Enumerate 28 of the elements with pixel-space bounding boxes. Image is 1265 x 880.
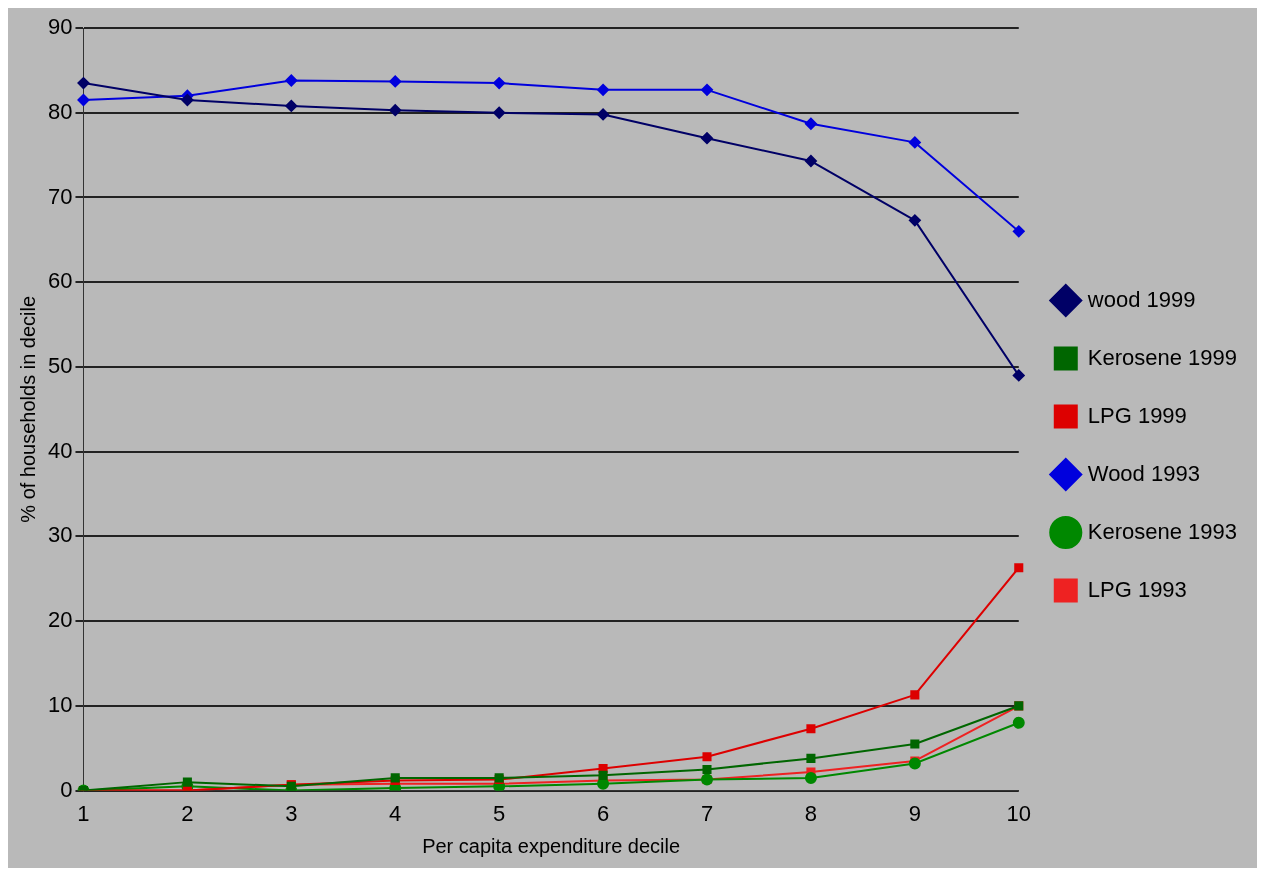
x-tick-label: 5 xyxy=(493,800,506,826)
y-tick-label: 10 xyxy=(47,691,73,717)
y-tick-label: 90 xyxy=(47,14,73,40)
y-tick-label: 70 xyxy=(47,183,73,209)
x-tick-label: 9 xyxy=(908,800,921,826)
x-tick-label: 7 xyxy=(700,800,714,826)
y-tick-label: 40 xyxy=(47,437,73,463)
x-tick-label: 10 xyxy=(1006,800,1032,826)
legend-label: Kerosene 1999 xyxy=(1087,344,1237,370)
y-tick-label: 30 xyxy=(47,522,73,548)
y-tick-label: 60 xyxy=(47,268,73,294)
legend-label: Wood 1993 xyxy=(1087,460,1200,486)
y-tick-label: 0 xyxy=(60,776,73,802)
legend-label: LPG 1993 xyxy=(1087,576,1187,602)
x-tick-label: 8 xyxy=(804,800,818,826)
x-tick-label: 2 xyxy=(181,800,194,826)
x-tick-label: 4 xyxy=(389,800,402,826)
legend-label: LPG 1999 xyxy=(1087,402,1187,428)
x-tick-label: 1 xyxy=(77,800,90,826)
y-axis-title: % of households in decile xyxy=(16,295,39,523)
legend-label: wood 1999 xyxy=(1086,286,1196,312)
y-tick-label: 50 xyxy=(47,353,73,378)
y-tick-label: 20 xyxy=(47,607,73,633)
x-tick-label: 3 xyxy=(285,800,298,826)
legend-label: Kerosene 1993 xyxy=(1087,518,1237,544)
x-axis-title: Per capita expenditure decile xyxy=(422,834,681,857)
x-tick-label: 6 xyxy=(596,800,610,826)
y-tick-label: 80 xyxy=(47,98,73,124)
